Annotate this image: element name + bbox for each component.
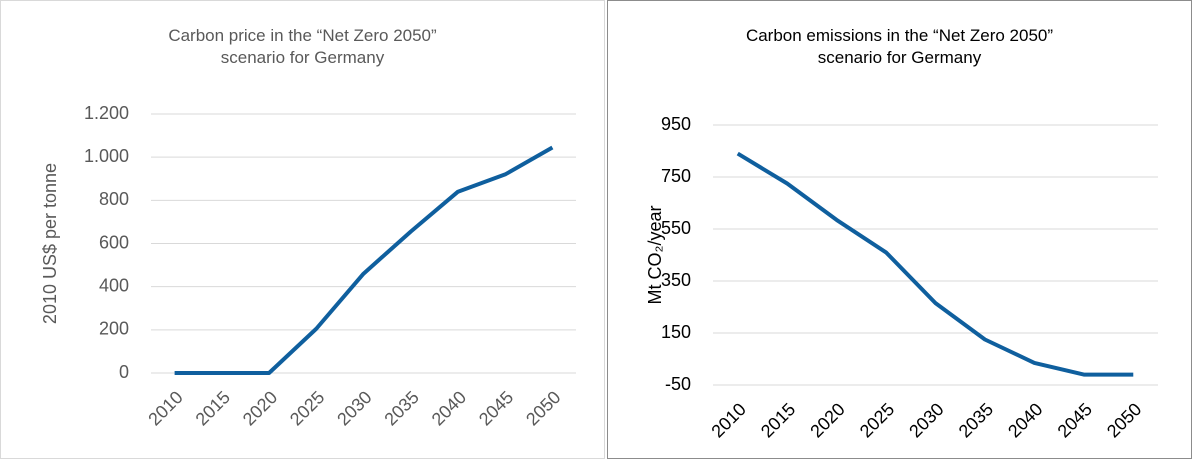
data-line bbox=[174, 145, 554, 375]
x-tick-label: 2050 bbox=[522, 387, 564, 429]
y-tick-label: 800 bbox=[99, 189, 129, 209]
x-tick-label: 2025 bbox=[286, 387, 328, 429]
y-axis-label: Mt CO₂/year bbox=[645, 205, 665, 304]
chart-title: Carbon price in the “Net Zero 2050” scen… bbox=[168, 26, 437, 67]
x-tick-label: 2035 bbox=[380, 387, 422, 429]
x-tick-label: 2020 bbox=[806, 399, 848, 441]
x-tick-label: 2025 bbox=[856, 399, 898, 441]
chart-title: Carbon emissions in the “Net Zero 2050” … bbox=[745, 26, 1054, 67]
y-tick-label: -50 bbox=[665, 374, 691, 394]
x-tick-label: 2015 bbox=[192, 387, 234, 429]
x-tick-label: 2050 bbox=[1103, 399, 1145, 441]
y-tick-label: 550 bbox=[661, 218, 691, 238]
y-tick-label: 1.200 bbox=[84, 103, 129, 123]
y-tick-label: 750 bbox=[661, 166, 691, 186]
y-tick-label: 350 bbox=[661, 270, 691, 290]
y-tick-label: 950 bbox=[661, 114, 691, 134]
x-tick-label: 2015 bbox=[757, 399, 799, 441]
chart-panel: Carbon price in the “Net Zero 2050” scen… bbox=[0, 0, 605, 459]
x-tick-label: 2045 bbox=[475, 387, 517, 429]
x-tick-label: 2030 bbox=[333, 387, 375, 429]
chart: 0 200 400 600 800 1.000 1.200 2010 US$ per tonn… bbox=[40, 103, 576, 430]
x-tick-label: 2045 bbox=[1054, 399, 1096, 441]
y-tick-label: 600 bbox=[99, 232, 129, 252]
x-tick-label: 2010 bbox=[144, 387, 186, 429]
x-tick-label: 2010 bbox=[707, 399, 749, 441]
y-tick-label: 400 bbox=[99, 275, 129, 295]
y-tick-label: 150 bbox=[661, 322, 691, 342]
x-tick-label: 2035 bbox=[955, 399, 997, 441]
y-tick-label: 0 bbox=[119, 362, 129, 382]
x-tick-label: 2020 bbox=[239, 387, 281, 429]
x-tick-label: 2040 bbox=[428, 387, 470, 429]
x-tick-label: 2030 bbox=[905, 399, 947, 441]
y-tick-label: 1.000 bbox=[84, 146, 129, 166]
chart-panel: Carbon emissions in the “Net Zero 2050” … bbox=[607, 0, 1192, 459]
y-axis-label: 2010 US$ per tonne bbox=[40, 163, 60, 324]
x-tick-label: 2040 bbox=[1004, 399, 1046, 441]
data-line bbox=[736, 151, 1134, 377]
y-tick-label: 200 bbox=[99, 319, 129, 339]
